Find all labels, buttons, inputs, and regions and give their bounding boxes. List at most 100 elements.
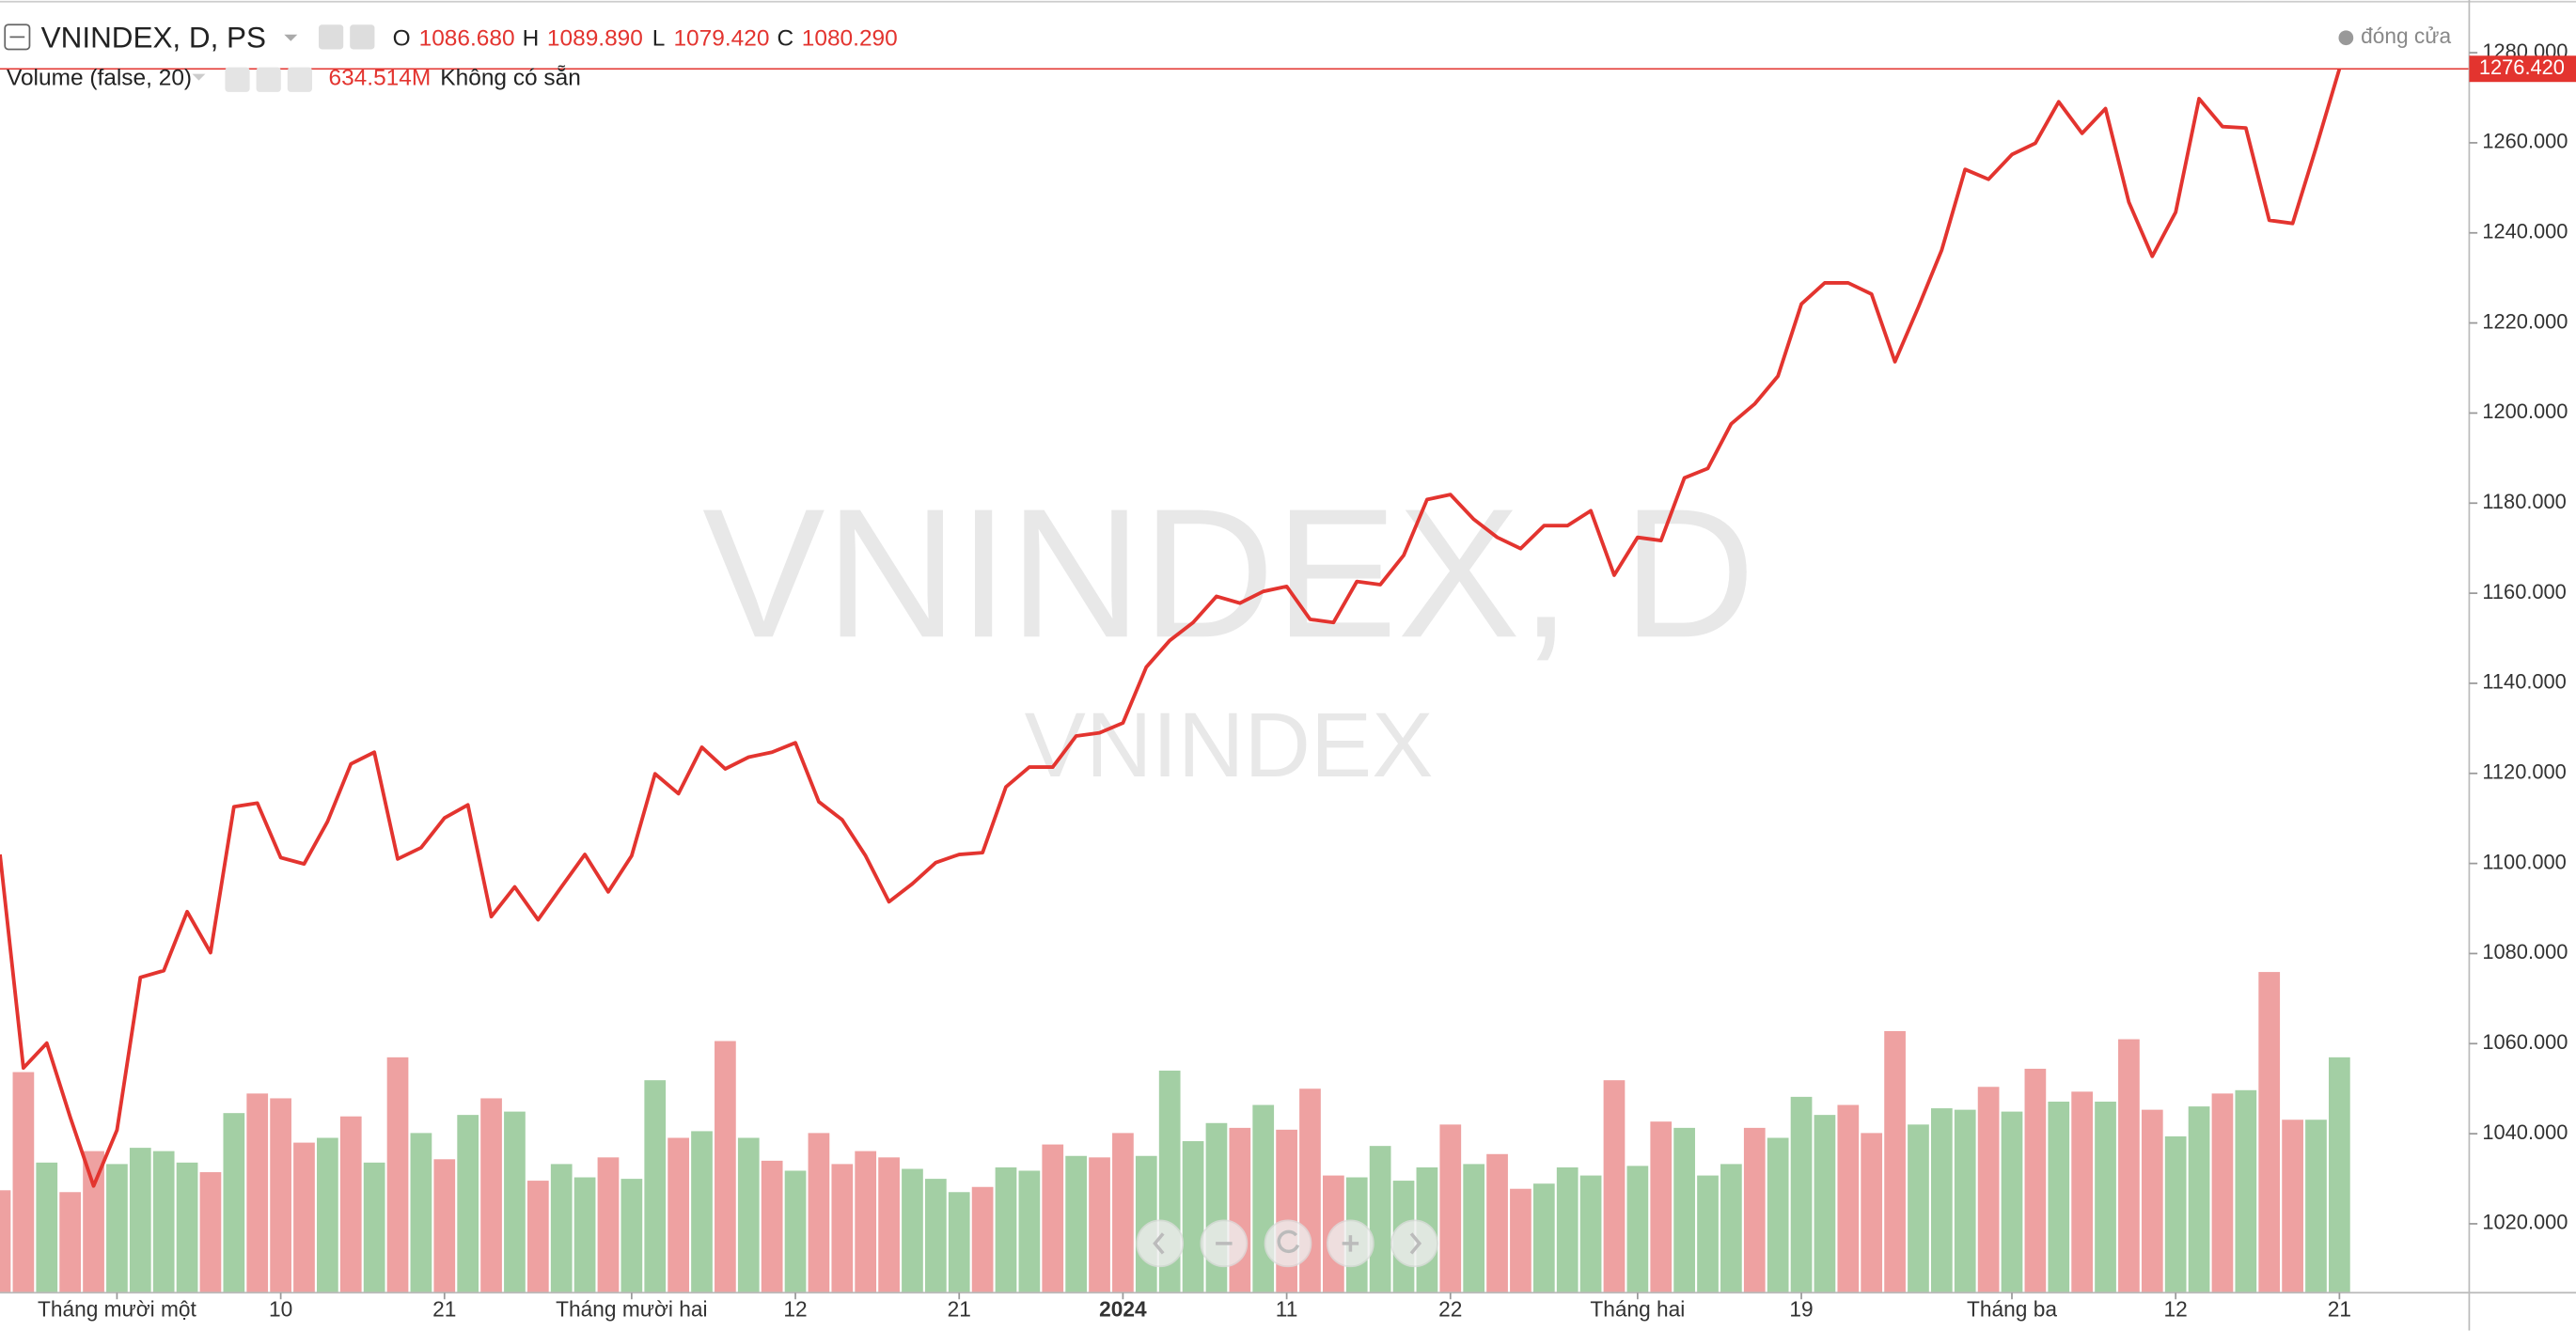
volume-bar [620,1179,643,1293]
volume-bar [1229,1127,1251,1293]
x-tick-label: 11 [1276,1296,1298,1321]
volume-bar [1603,1080,1626,1293]
y-tick-label: 1100.000 [2482,850,2566,873]
volume-bar [1205,1122,1228,1293]
volume-bar [1861,1133,1883,1293]
volume-bar [2282,1120,2303,1293]
volume-bar [1954,1109,1976,1293]
symbol[interactable]: VNINDEX, D, PS [41,21,266,54]
ohlc-key: O [393,25,411,51]
reset[interactable] [1264,1219,1312,1268]
volume-remove[interactable] [287,67,313,92]
volume-bar [1930,1108,1953,1293]
x-tick-label: Tháng ba [1967,1296,2057,1321]
ohlc-value: 1089.890 [547,25,643,51]
volume-bar [2258,972,2281,1293]
volume-bar [1252,1104,1275,1293]
volume-bar [2188,1106,2210,1293]
volume-bar [480,1098,502,1293]
volume-bar [504,1111,526,1293]
nav-icons [1153,1229,1422,1255]
volume-settings[interactable] [256,67,281,92]
volume-bar [2141,1109,2163,1293]
volume-bar [948,1192,970,1293]
volume-bar [2211,1093,2234,1293]
volume-bar [1532,1183,1555,1293]
x-tick-label: Tháng hai [1590,1296,1685,1321]
y-tick-label: 1180.000 [2482,490,2566,513]
volume-bar [1977,1087,2000,1293]
volume-bar [1369,1146,1391,1293]
y-tick-label: 1140.000 [2482,670,2566,694]
price-line [0,68,2342,1188]
ohlc-value: 1079.420 [673,25,769,51]
volume-bar [2118,1039,2140,1293]
volume-bar [2305,1120,2327,1293]
volume-eye[interactable] [225,67,250,92]
volume-bar [1790,1096,1813,1293]
volume-bar [831,1164,854,1293]
volume-bar [1767,1137,1789,1293]
volume-bar [59,1192,82,1293]
volume-menu[interactable] [192,73,206,81]
volume-bar [1556,1167,1579,1293]
settings-icon[interactable] [350,24,375,50]
volume-bar [1697,1175,1719,1293]
volume-bar [1650,1121,1673,1293]
volume-bar [199,1172,222,1293]
volume-bar [1884,1030,1906,1293]
scroll-right[interactable] [1390,1219,1438,1268]
volume-bar [1720,1164,1742,1293]
volume-bar [1814,1115,1836,1293]
y-tick-label: 1240.000 [2482,220,2568,243]
scroll-left[interactable] [1136,1219,1185,1268]
volume-title: Volume (false, 20) [7,65,192,90]
watermark: VNINDEX, D [702,471,1755,676]
volume-bar [1626,1166,1649,1293]
volume-bar [317,1137,338,1293]
ohlc-legend: O 1086.680 H 1089.890 L 1079.420 C 1080.290 [393,25,898,51]
volume-status: Không có sẵn [440,64,581,90]
volume-bar [855,1151,877,1293]
volume-bar [246,1093,269,1293]
volume-bar [1837,1104,1860,1293]
price-layer [0,68,2470,1188]
last-price-box [2469,55,2576,83]
volume-bar [526,1181,549,1293]
volume-bar [1299,1088,1321,1293]
volume-bar [12,1072,35,1293]
volume-bar [644,1080,667,1293]
volume-bar [2329,1057,2350,1293]
ohlc-key: L [652,25,666,51]
volume-bar [1276,1129,1297,1293]
x-tick-label: 21 [948,1296,971,1321]
volume-bar [1182,1141,1204,1293]
ohlc-value: 1086.680 [419,25,515,51]
eye-icon[interactable] [319,24,344,50]
volume-bar [2071,1091,2094,1293]
volume-bar [339,1116,362,1293]
volume-bar [1018,1170,1041,1293]
volume-bar [1673,1127,1695,1293]
status-dot [2338,30,2354,46]
volume-bar [1743,1127,1766,1293]
x-tick-label: 21 [432,1296,456,1321]
x-tick-label: Tháng mười hai [556,1296,707,1321]
collapse-button[interactable] [4,23,31,51]
volume-bar [2001,1111,2023,1293]
volume-bar [0,1190,11,1293]
x-tick-label: 19 [1789,1296,1813,1321]
x-tick-label: 12 [2164,1296,2188,1321]
volume-bar [152,1151,175,1293]
volume-bar [2164,1135,2187,1293]
x-tick-label: 22 [1438,1296,1462,1321]
y-tick-label: 1260.000 [2482,130,2568,153]
volume-bar [1908,1124,1929,1293]
volume-bar [433,1159,456,1293]
volume-bar [1486,1153,1508,1293]
x-tick-label: 21 [2328,1296,2351,1321]
volume-bar [2024,1069,2047,1293]
symbol-menu[interactable] [284,34,298,41]
